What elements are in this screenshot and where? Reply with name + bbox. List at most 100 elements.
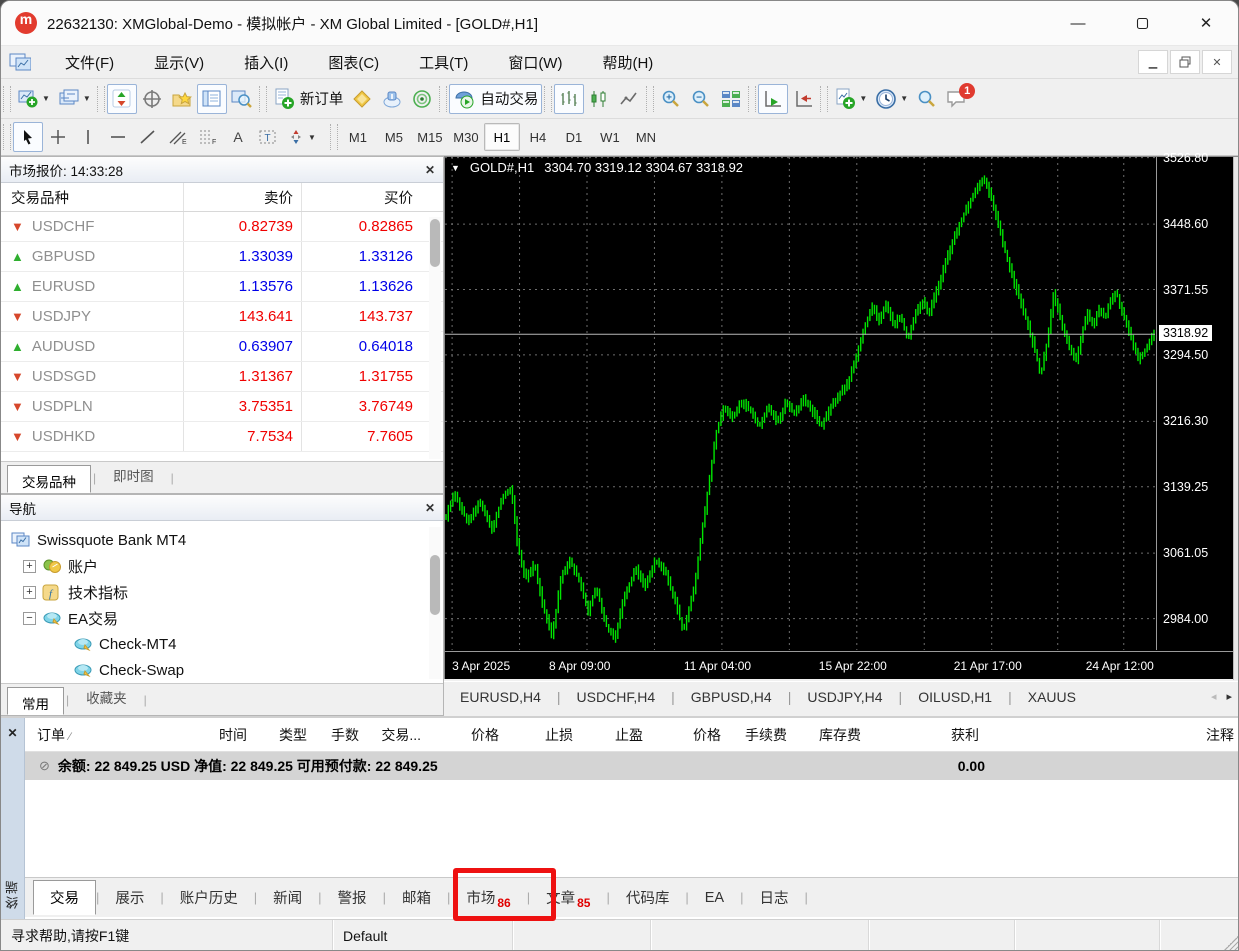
timeframe-button-h4[interactable]: H4 [529, 129, 547, 145]
orders-column-5[interactable]: 交易... [381, 726, 421, 743]
market-watch-row-usdjpy[interactable]: ▼ USDJPY 143.641 143.737 [1, 302, 443, 332]
nav-tree-item-1[interactable]: + 账户 [1, 553, 443, 579]
signals-button[interactable] [407, 84, 437, 114]
market-watch-button[interactable] [106, 83, 137, 114]
fibonacci-tool-button[interactable]: F [193, 122, 223, 152]
auto-trading-button[interactable]: 自动交易 [449, 83, 543, 114]
text-tool-button[interactable]: A [223, 122, 253, 152]
profiles-button[interactable]: ▼ [54, 84, 95, 114]
orders-column-4[interactable]: 手数 [331, 726, 359, 743]
column-header-bid[interactable]: 卖价 [183, 183, 301, 211]
timeframe-button-m30[interactable]: M30 [453, 129, 479, 145]
menu-item-6[interactable]: 窗口(W) [508, 54, 563, 72]
time-axis[interactable]: 3 Apr 2025 8 Apr 09:00 11 Apr 04:00 15 Apr … [445, 651, 1238, 679]
bar-chart-button[interactable] [554, 83, 585, 114]
dropdown-arrow-icon[interactable]: ▼ [42, 94, 50, 103]
chevron-down-icon[interactable]: ▼ [451, 162, 460, 173]
close-icon[interactable]: ✕ [7, 726, 18, 740]
market-watch-header[interactable]: 市场报价: 14:33:28 ✕ [1, 157, 443, 183]
terminal-tab-新闻[interactable]: 新闻 [257, 881, 318, 914]
timeframe-button-h1[interactable]: H1 [483, 123, 520, 151]
menu-item-3[interactable]: 插入(I) [244, 54, 289, 72]
strategy-tester-button[interactable] [227, 84, 257, 114]
orders-column-headers[interactable]: 订单 ∕ 时间 类型 手数 交易... 价格 止损 止盈 价格 手续费 库存费 获利 注释 [25, 718, 1238, 752]
vline-tool-button[interactable] [73, 122, 103, 152]
dropdown-arrow-icon[interactable]: ▼ [82, 94, 91, 103]
navigator-scrollbar[interactable] [429, 527, 441, 679]
hline-tool-button[interactable] [103, 122, 133, 152]
price-axis[interactable]: 3526.80 3448.60 3371.55 3294.50 3216.30 3139.… [1156, 151, 1235, 650]
orders-column-12[interactable]: 获利 [951, 726, 979, 743]
orders-column-11[interactable]: 库存费 [819, 726, 861, 743]
data-window-button[interactable] [137, 84, 167, 114]
cursor-tool-button[interactable] [13, 122, 43, 152]
market-watch-row-usdsgd[interactable]: ▼ USDSGD 1.31367 1.31755 [1, 362, 443, 392]
navigator-tab-2[interactable]: 收藏夹 [86, 691, 127, 706]
timeframe-button-m1[interactable]: M1 [348, 129, 367, 145]
menu-item-7[interactable]: 帮助(H) [602, 54, 654, 72]
terminal-tab-警报[interactable]: 警报 [322, 881, 383, 914]
orders-column-10[interactable]: 手续费 [745, 726, 787, 743]
tile-windows-button[interactable] [716, 84, 746, 114]
market-watch-row-usdhkd[interactable]: ▼ USDHKD 7.7534 7.7605 [1, 422, 443, 452]
chart-tab-2[interactable]: USDCHF,H4 [576, 688, 656, 705]
tree-expander-icon[interactable]: + [23, 559, 36, 573]
timeframe-button-d1[interactable]: D1 [565, 129, 583, 145]
arrows-tool-button[interactable]: ▼ [283, 122, 320, 152]
terminal-tab-代码库[interactable]: 代码库 [610, 881, 686, 914]
terminal-tab-EA[interactable]: EA [689, 884, 740, 912]
mdi-restore-button[interactable] [1170, 50, 1200, 74]
crosshair-tool-button[interactable] [43, 122, 73, 152]
resize-grip[interactable] [1224, 936, 1238, 950]
market-watch-row-eurusd[interactable]: ▲ EURUSD 1.13576 1.13626 [1, 272, 443, 302]
nav-tree-item-4[interactable]: Check-MT4 [1, 631, 443, 657]
mdi-close-button[interactable]: ✕ [1202, 50, 1232, 74]
terminal-tab-账户历史[interactable]: 账户历史 [164, 881, 254, 914]
market-watch-tab-2[interactable]: 即时图 [113, 469, 154, 484]
indicators-button[interactable]: ▼ [830, 84, 871, 114]
menu-item-2[interactable]: 显示(V) [154, 54, 205, 72]
timeframe-button-w1[interactable]: W1 [600, 129, 620, 145]
orders-column-6[interactable]: 价格 [471, 726, 499, 743]
price-chart-plot[interactable] [445, 157, 1155, 650]
terminal-tab-市场[interactable]: 市场 86 [450, 881, 526, 914]
terminal-tab-日志[interactable]: 日志 [743, 881, 804, 914]
terminal-tab-交易[interactable]: 交易 [33, 880, 96, 915]
scroll-left-icon[interactable]: ◂ [1210, 691, 1217, 703]
market-watch-scrollbar[interactable] [429, 217, 441, 459]
orders-column-2[interactable]: 时间 [219, 726, 247, 743]
mdi-minimize-button[interactable]: ▁ [1138, 50, 1168, 74]
chart-shift-button[interactable] [788, 84, 818, 114]
orders-column-1[interactable]: 订单 ∕ [37, 726, 71, 743]
timeframe-button-m5[interactable]: M5 [384, 129, 403, 145]
dropdown-arrow-icon[interactable]: ▼ [308, 132, 316, 142]
scrollbar-thumb[interactable] [430, 555, 440, 615]
maximize-button[interactable] [1110, 1, 1174, 45]
chart-tab-3[interactable]: GBPUSD,H4 [690, 688, 772, 705]
tree-expander-icon[interactable]: + [23, 585, 36, 599]
terminal-tab-展示[interactable]: 展示 [99, 881, 160, 914]
navigator-header[interactable]: 导航 ✕ [1, 495, 443, 521]
close-icon[interactable]: ✕ [424, 500, 435, 515]
status-profile[interactable]: Default [333, 920, 513, 950]
navigator-tab-1[interactable]: 常用 [7, 687, 64, 715]
close-icon[interactable]: ✕ [424, 162, 435, 177]
text-label-tool-button[interactable]: T [253, 122, 283, 152]
zoom-in-button[interactable]: + [656, 84, 686, 114]
nav-tree-item-5[interactable]: Check-Swap [1, 657, 443, 683]
candlestick-button[interactable] [584, 84, 614, 114]
market-watch-row-usdpln[interactable]: ▼ USDPLN 3.75351 3.76749 [1, 392, 443, 422]
nav-tree-root[interactable]: Swissquote Bank MT4 [1, 527, 443, 553]
navigator-button[interactable] [196, 83, 227, 114]
new-chart-button[interactable]: ▼ [13, 84, 54, 114]
orders-column-8[interactable]: 止盈 [615, 726, 643, 743]
chart-tab-1[interactable]: EURUSD,H4 [460, 688, 541, 705]
menu-item-5[interactable]: 工具(T) [419, 54, 469, 72]
market-watch-tab-1[interactable]: 交易品种 [7, 465, 91, 493]
terminal-tab-邮箱[interactable]: 邮箱 [386, 881, 447, 914]
timeframe-button-mn[interactable]: MN [635, 129, 657, 145]
autoscroll-button[interactable] [758, 83, 789, 114]
periods-button[interactable]: ▼ [871, 84, 912, 114]
search-button[interactable] [912, 84, 942, 114]
column-header-ask[interactable]: 买价 [301, 183, 421, 211]
